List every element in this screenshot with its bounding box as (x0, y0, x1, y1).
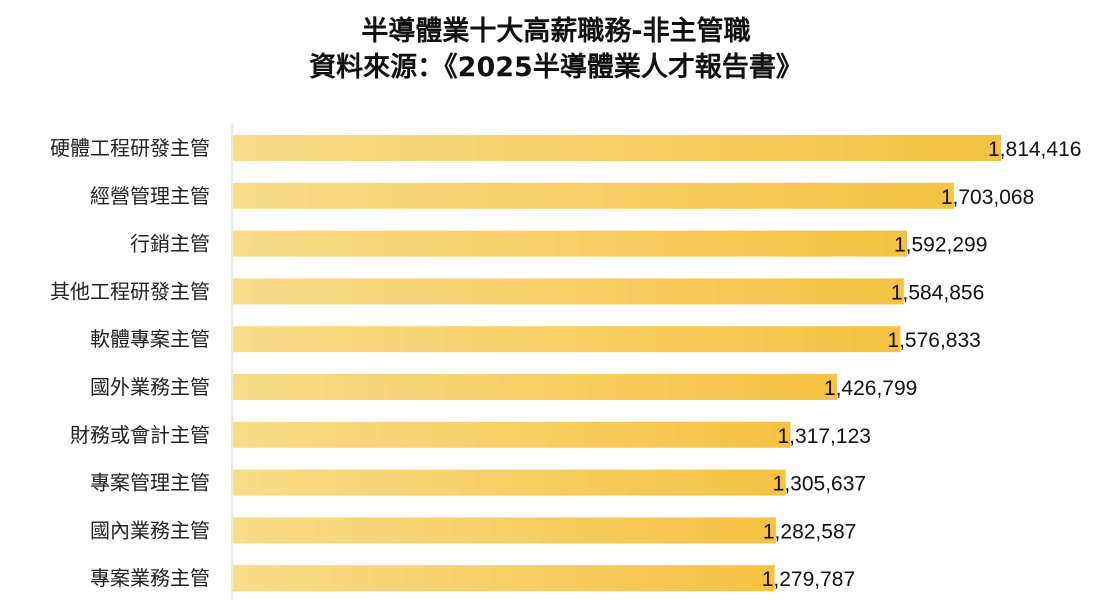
value-label: 1,814,416 (988, 138, 1081, 161)
value-label: 1,426,799 (824, 377, 917, 400)
bar (233, 230, 907, 257)
bar (233, 517, 776, 544)
value-label: 1,703,068 (941, 186, 1034, 209)
bar (233, 135, 1001, 161)
category-label: 國外業務主管 (90, 375, 210, 399)
bar (233, 374, 837, 400)
category-label: 硬體工程研發主管 (50, 136, 210, 160)
value-label: 1,317,123 (778, 425, 871, 448)
value-label: 1,584,856 (891, 281, 984, 304)
value-label: 1,592,299 (894, 234, 987, 257)
category-label: 經營管理主管 (90, 184, 210, 208)
category-label: 專案管理主管 (90, 471, 210, 495)
chart-subtitle: 資料來源：《2025半導體業人才報告書》 (309, 52, 803, 83)
chart-title-block: 半導體業十大高薪職務-非主管職 資料來源：《2025半導體業人才報告書》 (0, 14, 1112, 86)
bars-group: 硬體工程研發主管 1,814,416 經營管理主管 1,703,068 行銷主管 1,59… (50, 135, 1081, 592)
category-label: 專案業務主管 (90, 566, 210, 590)
bar (233, 182, 954, 209)
bar (233, 326, 901, 353)
bar (233, 278, 904, 305)
category-label: 其他工程研發主管 (50, 279, 210, 303)
bar (233, 421, 791, 448)
category-label: 行銷主管 (130, 232, 210, 256)
bar (233, 469, 786, 496)
value-label: 1,279,787 (762, 568, 855, 591)
value-label: 1,576,833 (887, 329, 980, 352)
category-label: 國內業務主管 (90, 518, 210, 542)
value-label: 1,282,587 (763, 520, 856, 543)
category-label: 軟體專案主管 (90, 327, 210, 351)
value-label: 1,305,637 (773, 473, 866, 496)
bar (233, 565, 775, 592)
chart-title: 半導體業十大高薪職務-非主管職 (361, 16, 751, 47)
category-label: 財務或會計主管 (70, 423, 210, 447)
